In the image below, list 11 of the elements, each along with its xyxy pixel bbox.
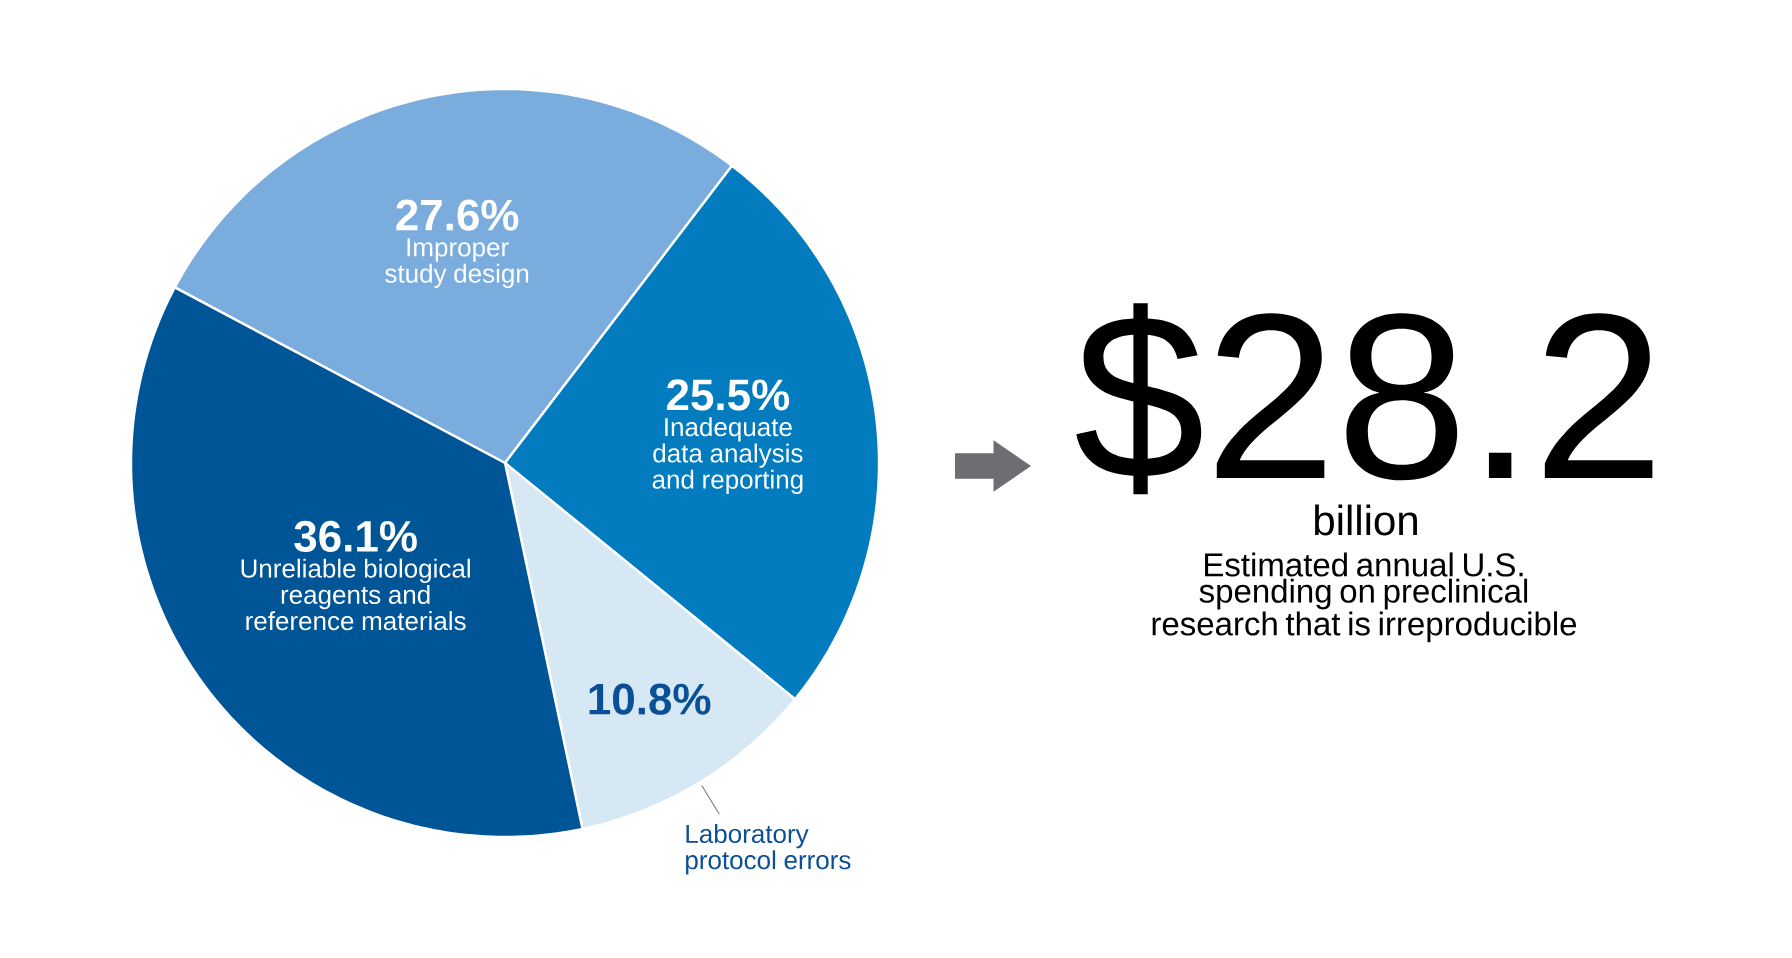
text: billion (1315, 504, 1417, 536)
data-label: 25.5% (667, 379, 790, 411)
data-label: 27.6% (396, 199, 519, 231)
slice-label: Improper study design (385, 238, 529, 288)
data-label: 36.1% (294, 520, 417, 552)
slice-label: Inadequate data analysis and reporting (652, 417, 803, 494)
text: Estimated annual U.S. spending on preclinical research that is irreproducible (1152, 552, 1577, 643)
data-label: 10.8% (589, 683, 711, 715)
slice-label: Laboratory protocol errors (686, 824, 851, 875)
slice-label: Unreliable biological reagents and reference materials (241, 558, 470, 631)
text: $28.2 (1076, 303, 1653, 495)
